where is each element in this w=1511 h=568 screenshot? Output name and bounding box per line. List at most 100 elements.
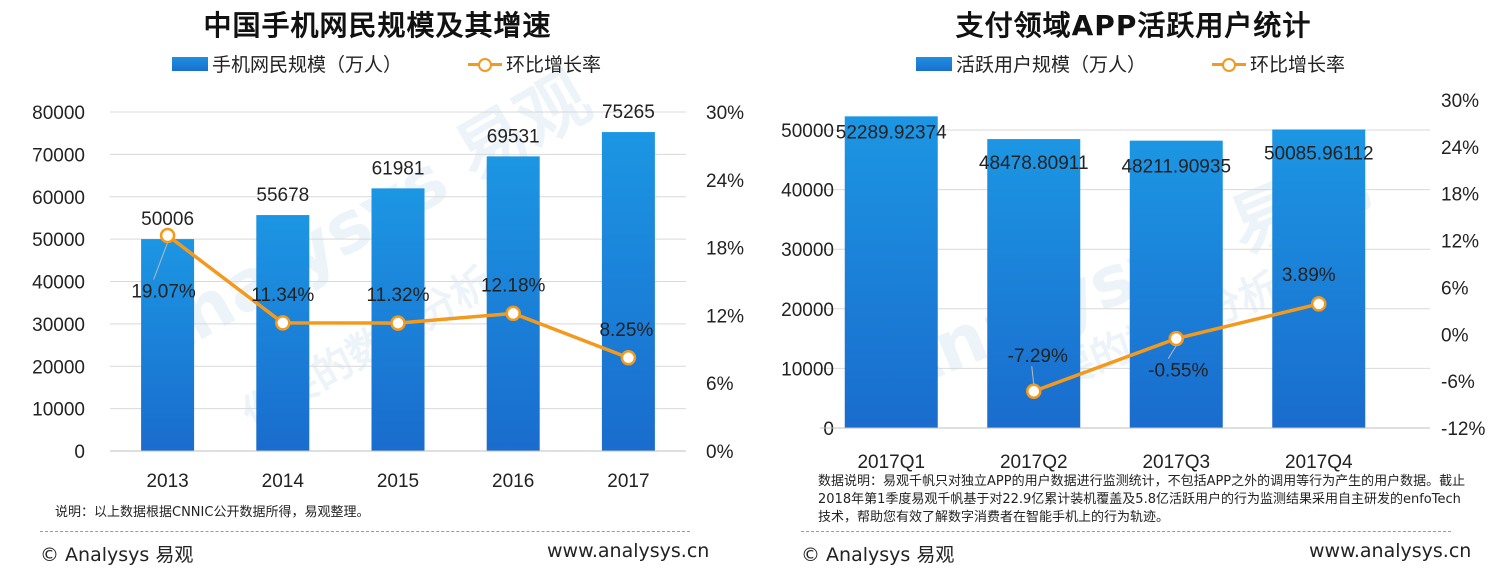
y-left-tick-label: 30000 bbox=[32, 315, 85, 336]
line-point-marker bbox=[1311, 296, 1327, 312]
chart-plot: 0 10000 20000 30000 40000 50000 60000 70000 8000… bbox=[32, 102, 744, 492]
bar bbox=[844, 116, 938, 428]
x-tick-label: 2017 bbox=[607, 471, 649, 492]
x-tick-label: 2015 bbox=[377, 471, 419, 492]
y-right-tick-label: 6% bbox=[706, 374, 734, 395]
bar-value-label: 75265 bbox=[602, 102, 655, 123]
bar bbox=[1272, 129, 1366, 428]
label-leader-line bbox=[1167, 345, 1177, 359]
y-left-tick-label: 50000 bbox=[781, 121, 834, 142]
chart-source-note: 说明：以上数据根据CNNIC公开数据所得，易观整理。 bbox=[55, 505, 370, 520]
line-value-label: 8.25% bbox=[599, 320, 653, 341]
legend-bar-label: 手机网民规模（万人） bbox=[212, 54, 403, 76]
footer-website-link[interactable]: www.analysys.cn bbox=[547, 540, 710, 562]
y-left-tick-label: 10000 bbox=[32, 400, 85, 421]
line-point-marker bbox=[275, 315, 291, 331]
bar-value-label: 50085.96112 bbox=[1264, 143, 1374, 164]
y-right-tick-label: 24% bbox=[1441, 138, 1479, 159]
footer-divider bbox=[40, 531, 690, 532]
legend-item-line: 环比增长率 bbox=[468, 50, 601, 77]
chart-plot: 0 10000 20000 30000 40000 50000 -12% -6% 0% 6% 12%… bbox=[781, 91, 1485, 473]
line-point-marker bbox=[1168, 330, 1184, 347]
chart-title: 中国手机网民规模及其增速 bbox=[203, 9, 552, 42]
y-right-tick-label: 12% bbox=[1441, 232, 1479, 253]
left-chart-panel: Analysys 易观 你要的数据分析 中国手机网民规模及其增速 手机网民规模（… bbox=[0, 0, 755, 568]
right-chart-panel: Analysys 易观 你要的数据分析 支付领域APP活跃用户统计 活跃用户规模… bbox=[756, 0, 1511, 568]
y-left-tick-label: 80000 bbox=[32, 103, 85, 124]
x-tick-label: 2013 bbox=[146, 471, 188, 492]
footer-divider bbox=[801, 531, 1451, 532]
footer-website-link[interactable]: www.analysys.cn bbox=[1309, 540, 1472, 562]
x-tick-label: 2014 bbox=[262, 471, 305, 492]
x-tick-label: 2017Q1 bbox=[857, 452, 925, 473]
bar bbox=[486, 156, 540, 452]
footer-copyright: © Analysys 易观 bbox=[801, 544, 955, 566]
y-right-tick-label: 24% bbox=[706, 171, 744, 192]
x-tick-label: 2017Q3 bbox=[1142, 452, 1210, 473]
legend-item-bar: 活跃用户规模（万人） bbox=[916, 50, 1146, 77]
legend-item-bar: 手机网民规模（万人） bbox=[172, 50, 402, 77]
y-right-tick-label: -12% bbox=[1441, 419, 1485, 440]
y-right-tick-label: 12% bbox=[706, 306, 744, 327]
bar-value-label: 61981 bbox=[372, 158, 425, 179]
legend-bar-swatch bbox=[172, 56, 208, 71]
line-value-label: 11.34% bbox=[251, 285, 314, 306]
legend-line-label: 环比增长率 bbox=[1250, 54, 1346, 76]
y-right-tick-label: 30% bbox=[1441, 91, 1479, 112]
line-value-label: -0.55% bbox=[1148, 361, 1208, 382]
legend-item-line: 环比增长率 bbox=[1212, 50, 1345, 77]
y-left-tick-label: 30000 bbox=[781, 240, 834, 261]
y-right-tick-label: 18% bbox=[706, 239, 744, 260]
y-left-tick-label: 20000 bbox=[781, 300, 834, 321]
y-left-tick-label: 70000 bbox=[32, 145, 85, 166]
label-leader-line bbox=[1031, 366, 1035, 385]
footer-copyright: © Analysys 易观 bbox=[40, 544, 194, 566]
bar-value-label: 69531 bbox=[487, 126, 540, 147]
chart-legend: 活跃用户规模（万人） 环比增长率 bbox=[756, 50, 1511, 76]
chart-title: 支付领域APP活跃用户统计 bbox=[955, 9, 1312, 42]
y-right-tick-label: 0% bbox=[706, 442, 734, 463]
line-value-label: 3.89% bbox=[1282, 265, 1336, 286]
line-point-marker bbox=[390, 315, 406, 331]
bar-value-label: 55678 bbox=[256, 185, 309, 206]
x-tick-label: 2017Q2 bbox=[1000, 452, 1068, 473]
bar-value-label: 50006 bbox=[141, 209, 194, 230]
x-tick-label: 2016 bbox=[492, 471, 534, 492]
x-tick-label: 2017Q4 bbox=[1285, 452, 1353, 473]
bar bbox=[256, 215, 310, 451]
line-value-label: -7.29% bbox=[1008, 346, 1068, 367]
bar bbox=[1129, 140, 1223, 428]
line-point-marker bbox=[505, 305, 521, 322]
y-right-tick-label: -6% bbox=[1441, 372, 1475, 393]
legend-line-label: 环比增长率 bbox=[506, 54, 602, 76]
y-left-tick-label: 0 bbox=[74, 442, 85, 463]
line-point-marker bbox=[1026, 383, 1042, 399]
y-left-tick-label: 60000 bbox=[32, 188, 85, 209]
legend-bar-label: 活跃用户规模（万人） bbox=[956, 54, 1147, 76]
y-left-tick-label: 10000 bbox=[781, 359, 834, 380]
y-left-tick-label: 40000 bbox=[781, 181, 834, 202]
y-right-tick-label: 18% bbox=[1441, 185, 1479, 206]
y-left-tick-label: 20000 bbox=[32, 357, 85, 378]
y-right-tick-label: 30% bbox=[706, 103, 744, 124]
y-right-tick-label: 6% bbox=[1441, 278, 1469, 299]
y-left-tick-label: 50000 bbox=[32, 230, 85, 251]
legend-bar-swatch bbox=[916, 56, 952, 71]
label-leader-line bbox=[153, 242, 169, 280]
line-value-label: 12.18% bbox=[481, 275, 546, 296]
bar-value-label: 52289.92374 bbox=[836, 122, 947, 143]
line-value-label: 11.32% bbox=[366, 285, 429, 306]
y-left-tick-label: 0 bbox=[823, 419, 834, 440]
legend-line-marker-icon bbox=[468, 57, 502, 72]
chart-data-note: 数据说明：易观千帆只对独立APP的用户数据进行监测统计，不包括APP之外的调用等… bbox=[818, 474, 1466, 525]
bar bbox=[141, 239, 195, 451]
y-left-tick-label: 40000 bbox=[32, 273, 85, 294]
line-point-marker bbox=[620, 350, 637, 366]
bar-value-label: 48478.80911 bbox=[979, 153, 1089, 174]
line-value-label: 19.07% bbox=[131, 282, 196, 303]
line-point-marker bbox=[159, 227, 176, 244]
bar-value-label: 48211.90935 bbox=[1121, 157, 1231, 178]
chart-legend: 手机网民规模（万人） 环比增长率 bbox=[0, 50, 755, 76]
bar bbox=[601, 132, 655, 451]
legend-line-marker-icon bbox=[1212, 57, 1246, 72]
